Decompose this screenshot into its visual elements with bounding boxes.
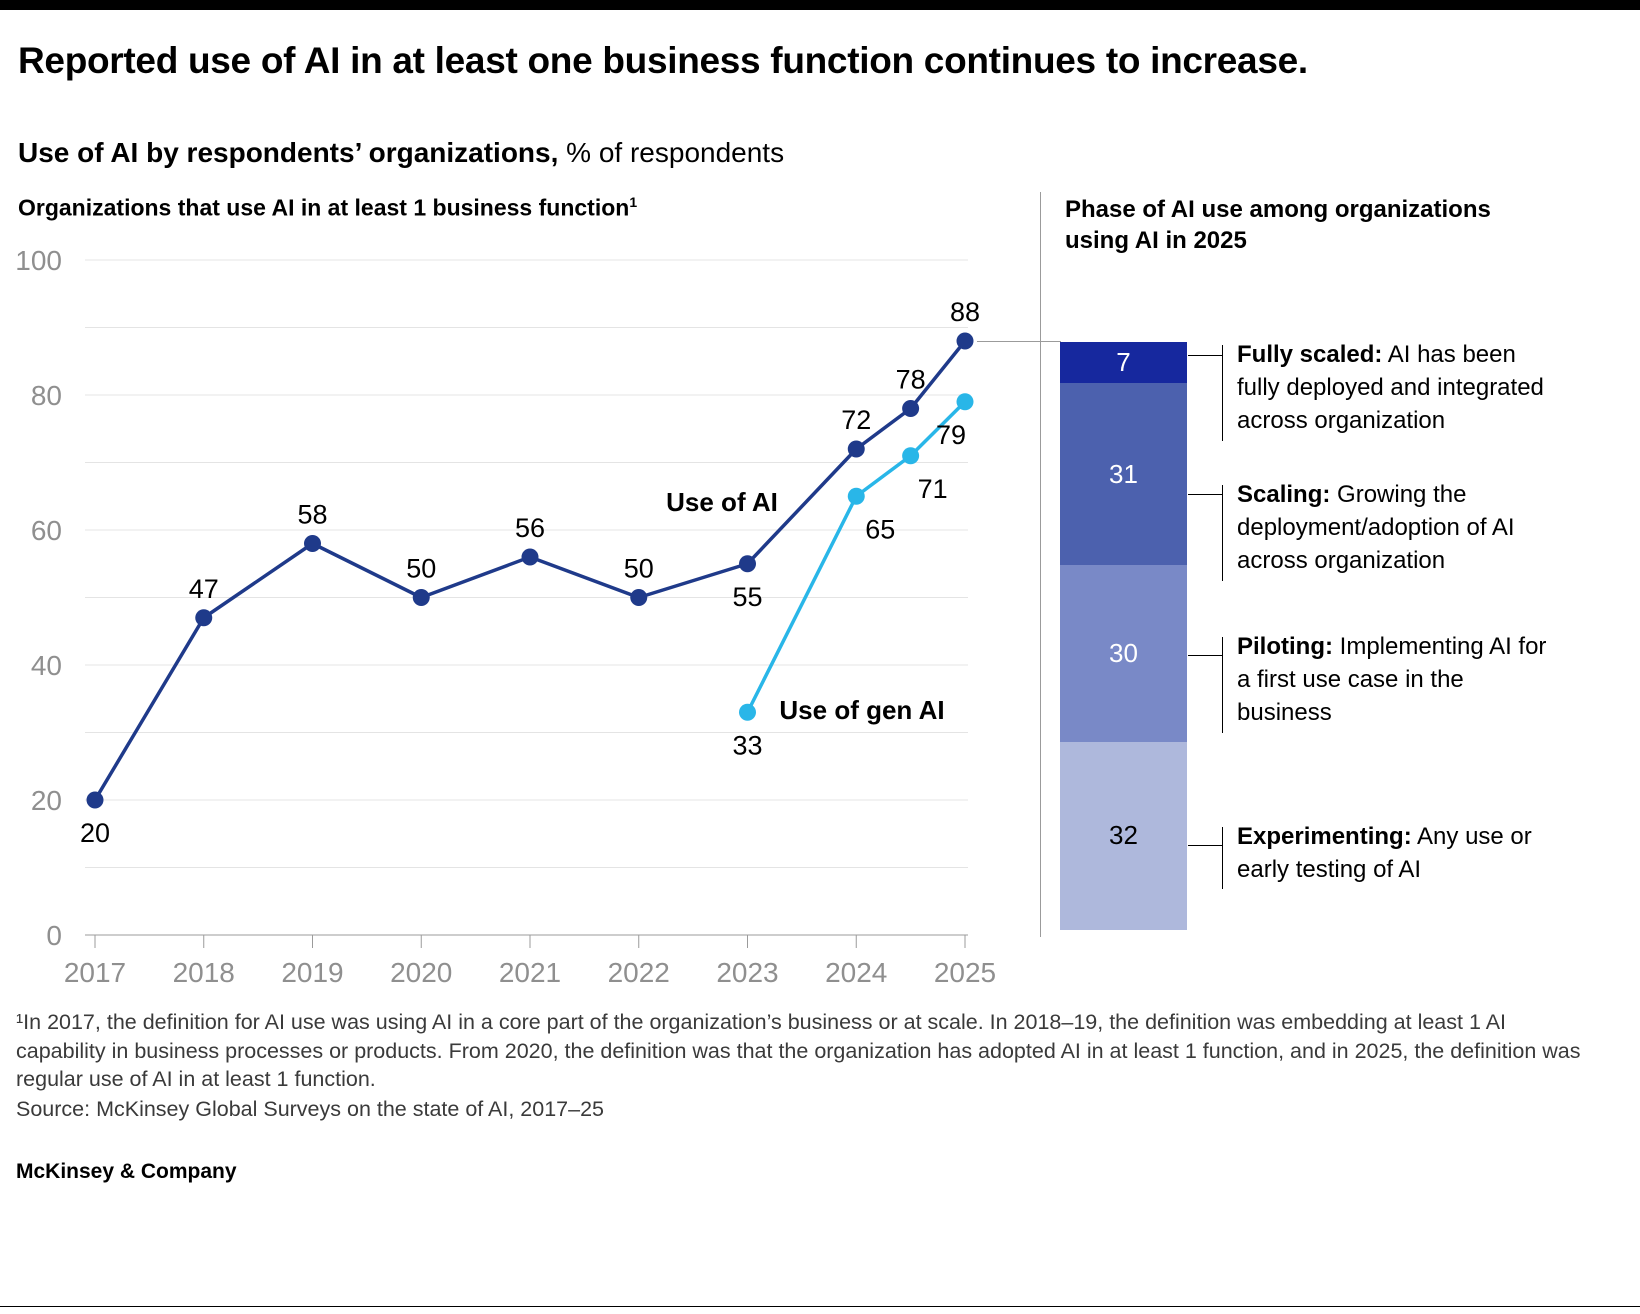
data-point bbox=[630, 589, 648, 606]
data-point-label: 55 bbox=[732, 582, 762, 612]
chart-subtitle: Use of AI by respondents’ organizations,… bbox=[18, 137, 784, 169]
phase-description-text: Growing the deployment/adoption of AI ac… bbox=[1237, 481, 1515, 574]
phase-description-scaling: Scaling: Growing the deployment/adoption… bbox=[1237, 478, 1562, 577]
phase-description-text: Any use or early testing of AI bbox=[1237, 823, 1532, 883]
phase-connector-horizontal bbox=[1188, 494, 1222, 495]
section-divider bbox=[1040, 192, 1041, 937]
y-axis-label: 80 bbox=[31, 380, 62, 411]
data-point-label: 72 bbox=[841, 405, 871, 435]
data-point-label: 50 bbox=[406, 554, 436, 584]
line-chart-title-text: Organizations that use AI in at least 1 … bbox=[18, 194, 630, 221]
series-line-use-of-gen-ai bbox=[745, 400, 967, 714]
data-point-label: 88 bbox=[950, 297, 980, 327]
data-point bbox=[847, 440, 865, 458]
data-point bbox=[412, 589, 430, 606]
brand-wordmark: McKinsey & Company bbox=[16, 1160, 237, 1183]
x-axis-label: 2025 bbox=[934, 957, 996, 988]
subtitle-units: % of respondents bbox=[558, 137, 785, 168]
line-chart: 0 20 40 60 80 100 2017 2018 2019 2020 2021 2022 2023… bbox=[15, 245, 996, 988]
subtitle-bold: Use of AI by respondents’ organizations, bbox=[18, 137, 559, 168]
series-line-use-of-ai bbox=[93, 339, 967, 802]
phase-label: Fully scaled: bbox=[1237, 341, 1383, 368]
data-point-label: 65 bbox=[865, 514, 895, 544]
phase-description-piloting: Piloting: Implementing AI for a first us… bbox=[1237, 630, 1562, 729]
x-axis-label: 2023 bbox=[716, 957, 778, 988]
phase-connector-vertical bbox=[1222, 637, 1223, 733]
series-name-label: Use of gen AI bbox=[779, 695, 944, 725]
connector-line-88-to-bar bbox=[977, 341, 1061, 342]
data-point bbox=[902, 400, 920, 417]
phase-connector-vertical bbox=[1222, 827, 1223, 889]
bar-segment-value: 30 bbox=[1109, 638, 1138, 669]
data-point bbox=[521, 548, 539, 566]
data-point-label: 71 bbox=[918, 474, 948, 504]
data-point-label: 50 bbox=[624, 554, 654, 584]
x-axis-label: 2020 bbox=[390, 957, 452, 988]
phase-connector-horizontal bbox=[1188, 655, 1222, 656]
phase-connector-vertical bbox=[1222, 345, 1223, 441]
top-accent-bar bbox=[0, 0, 1640, 10]
phase-connector-horizontal bbox=[1188, 845, 1222, 846]
x-axis-label: 2019 bbox=[281, 957, 343, 988]
data-point bbox=[739, 703, 756, 721]
phase-label: Piloting: bbox=[1237, 633, 1333, 660]
x-axis-label: 2018 bbox=[173, 957, 235, 988]
footnote: ¹In 2017, the definition for AI use was … bbox=[16, 1010, 1581, 1091]
bar-segment-value: 32 bbox=[1109, 820, 1138, 851]
x-axis-label: 2024 bbox=[825, 957, 887, 988]
x-axis-label: 2022 bbox=[608, 957, 670, 988]
bar-segment-piloting: 30 bbox=[1060, 565, 1187, 742]
line-chart-title: Organizations that use AI in at least 1 … bbox=[18, 194, 637, 222]
data-point bbox=[847, 487, 865, 505]
phase-description-text: AI has been fully deployed and integrate… bbox=[1237, 341, 1544, 434]
y-axis-label: 0 bbox=[46, 920, 62, 951]
data-point bbox=[86, 791, 104, 809]
x-axis-label: 2021 bbox=[499, 957, 561, 988]
data-point-label: 58 bbox=[297, 500, 327, 530]
phase-description-text: Implementing AI for a first use case in … bbox=[1237, 633, 1547, 726]
phase-description-experimenting: Experimenting: Any use or early testing … bbox=[1237, 820, 1562, 886]
page-title: Reported use of AI in at least one busin… bbox=[18, 40, 1308, 81]
data-point bbox=[956, 332, 974, 350]
stacked-bar: 7 31 30 32 bbox=[1060, 342, 1187, 930]
bottom-rule bbox=[0, 1306, 1640, 1307]
bar-segment-experimenting: 32 bbox=[1060, 741, 1187, 930]
source-line: Source: McKinsey Global Surveys on the s… bbox=[16, 1097, 605, 1121]
y-axis-label: 60 bbox=[31, 515, 62, 546]
phase-label: Scaling: bbox=[1237, 481, 1331, 508]
data-point-label: 20 bbox=[80, 818, 110, 848]
data-point-label: 56 bbox=[515, 513, 545, 543]
data-point-label: 47 bbox=[189, 574, 219, 604]
data-point bbox=[304, 535, 321, 552]
data-point-label: 78 bbox=[896, 365, 926, 395]
series-name-label: Use of AI bbox=[666, 487, 778, 517]
x-axis-label: 2017 bbox=[64, 957, 126, 988]
phase-description-fully-scaled: Fully scaled: AI has been fully deployed… bbox=[1237, 338, 1562, 437]
bar-segment-value: 7 bbox=[1116, 347, 1131, 378]
bar-segment-value: 31 bbox=[1109, 458, 1138, 489]
data-point bbox=[902, 447, 920, 465]
data-point-label: 33 bbox=[732, 730, 762, 760]
bar-segment-scaling: 31 bbox=[1060, 383, 1187, 566]
data-point-label: 79 bbox=[936, 420, 966, 450]
bar-segment-fully-scaled: 7 bbox=[1060, 342, 1187, 384]
data-point bbox=[739, 555, 756, 573]
footnote-marker: 1 bbox=[629, 194, 638, 210]
y-axis-label: 40 bbox=[31, 650, 62, 681]
y-axis-label: 20 bbox=[31, 785, 62, 816]
y-axis-label: 100 bbox=[15, 245, 62, 276]
data-point bbox=[195, 609, 213, 627]
bar-chart-title: Phase of AI use among organizations usin… bbox=[1065, 196, 1491, 254]
phase-connector-horizontal bbox=[1188, 355, 1222, 356]
phase-connector-vertical bbox=[1222, 485, 1223, 581]
data-point bbox=[956, 393, 974, 411]
phase-label: Experimenting: bbox=[1237, 823, 1412, 850]
